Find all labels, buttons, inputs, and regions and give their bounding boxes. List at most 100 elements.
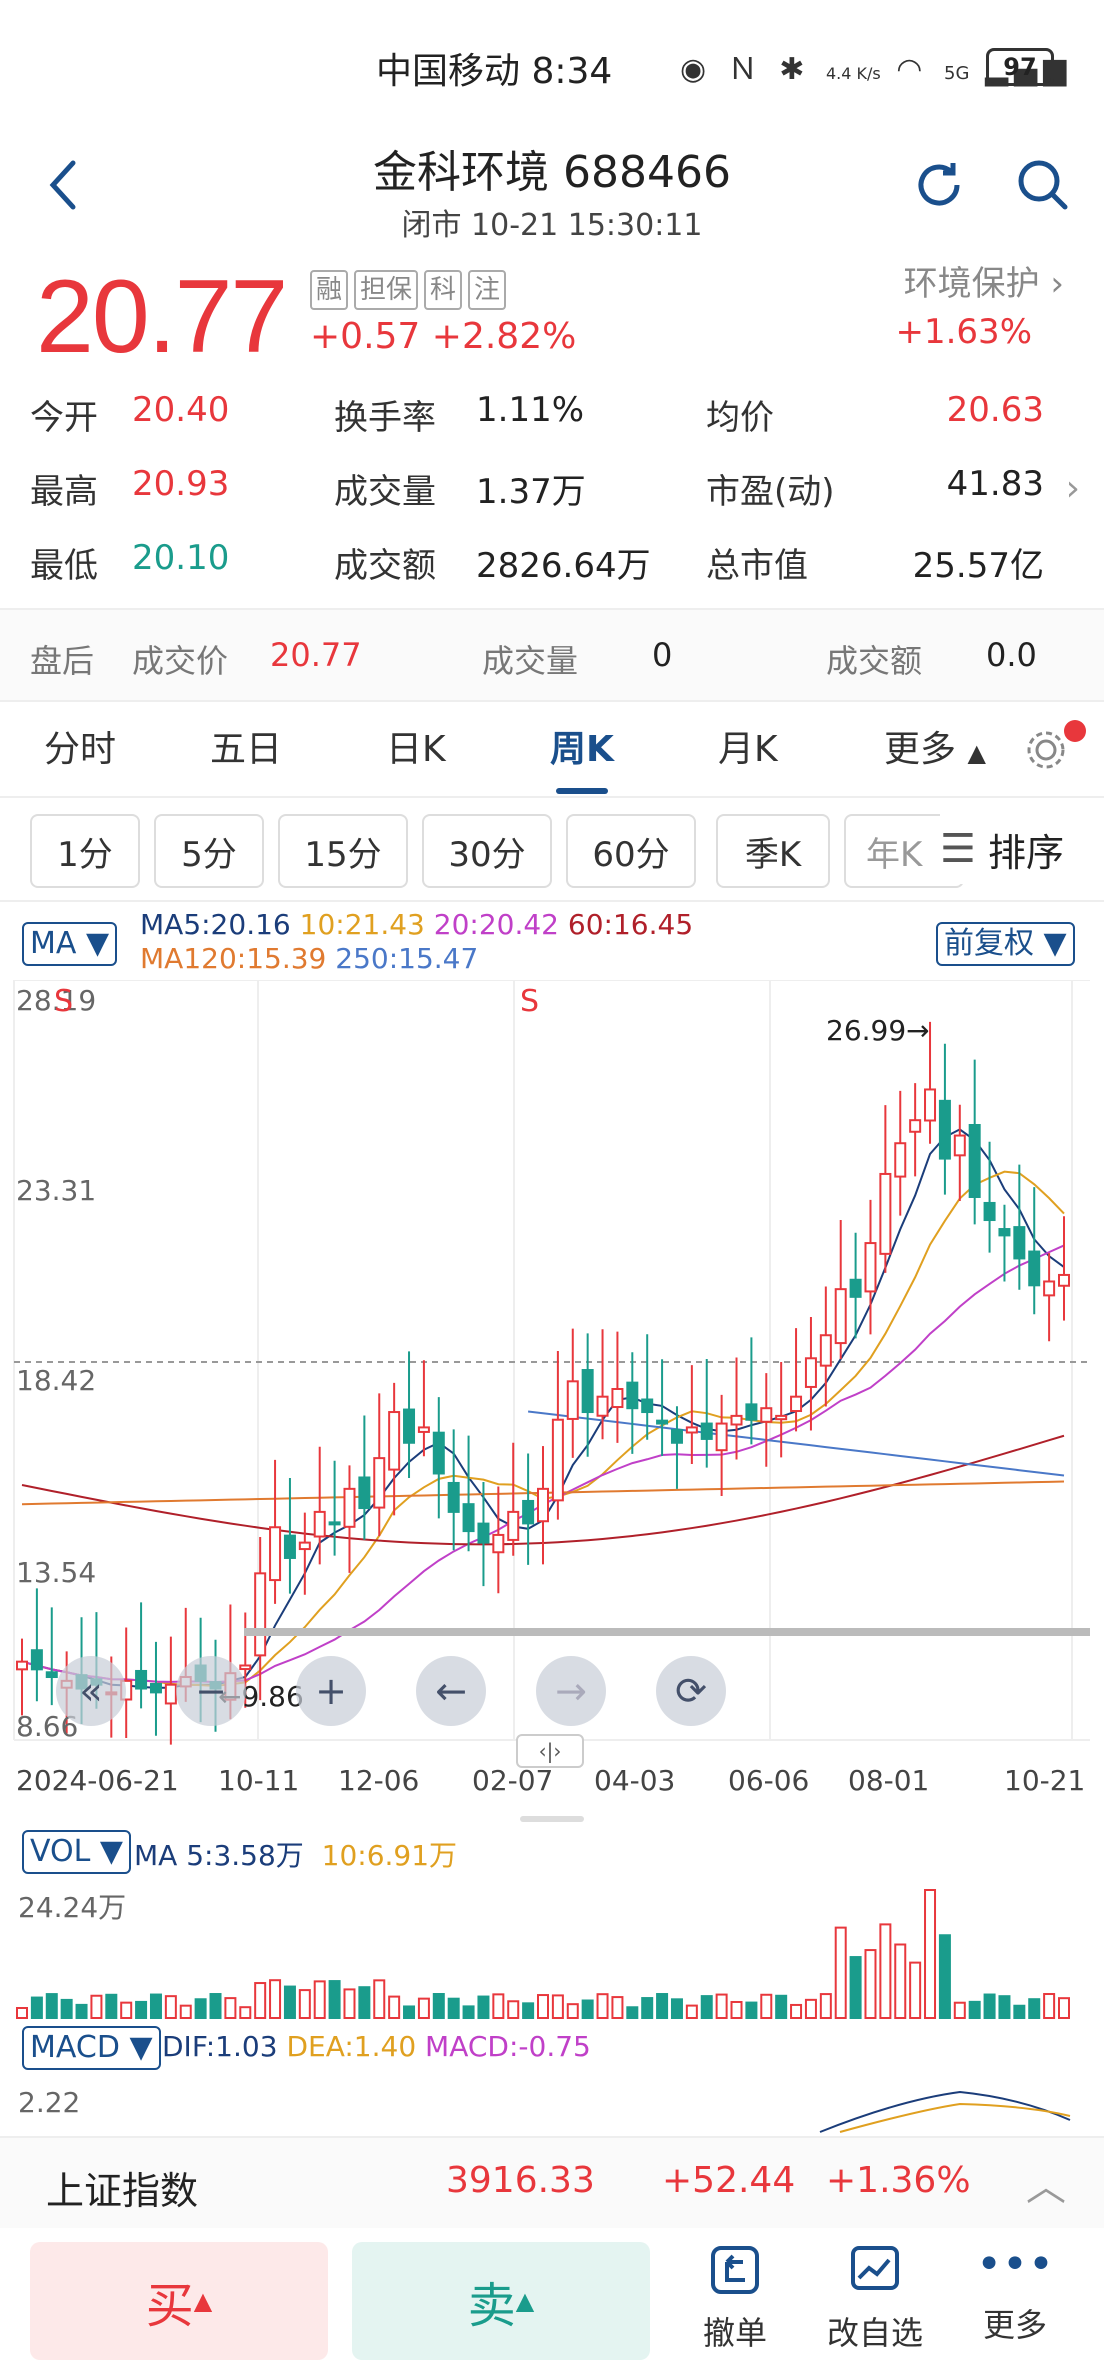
adjust-select[interactable]: 前复权 ▼ bbox=[936, 922, 1075, 966]
ma60-value: 60:16.45 bbox=[567, 908, 694, 941]
tab-more[interactable]: 更多 ▲ bbox=[884, 720, 986, 772]
triangle-down-icon: ▼ bbox=[1043, 926, 1067, 961]
arrow-right-icon[interactable]: → bbox=[536, 1656, 606, 1726]
wifi-icon: ◠ bbox=[896, 52, 929, 87]
eye-icon: ◉ bbox=[680, 52, 713, 87]
search-icon[interactable] bbox=[1008, 150, 1078, 220]
macd-chart bbox=[819, 2090, 1071, 2133]
candle-body bbox=[313, 1510, 326, 1538]
volume-bar bbox=[1058, 1997, 1070, 2019]
volume-bar bbox=[730, 2000, 743, 2019]
back-icon[interactable] bbox=[28, 150, 98, 220]
volume-bar bbox=[120, 2001, 133, 2020]
after-price-value: 20.77 bbox=[270, 636, 362, 674]
candle-body bbox=[537, 1487, 549, 1523]
after-amt-label: 成交额 bbox=[826, 642, 923, 680]
candle-body bbox=[551, 1418, 564, 1502]
tab-five-day[interactable]: 五日 bbox=[210, 729, 283, 770]
pe-value: 41.83 bbox=[946, 464, 1044, 504]
volume-bar bbox=[834, 1926, 847, 2019]
cancel-order-label: 撤单 bbox=[702, 2314, 767, 2352]
vol-indicator-select[interactable]: VOL ▼ bbox=[22, 1830, 131, 1874]
rewind-icon[interactable]: « bbox=[56, 1656, 126, 1726]
buy-button[interactable]: 买 ▲ bbox=[30, 2242, 328, 2360]
settings-gear-icon[interactable] bbox=[1016, 720, 1086, 780]
period-30min[interactable]: 30分 bbox=[422, 814, 552, 888]
drag-handle[interactable]: ‹|› bbox=[516, 1734, 584, 1768]
scroll-track bbox=[244, 1628, 1090, 1636]
change-amount: +0.57 bbox=[310, 316, 421, 357]
carrier-time: 中国移动 8:34 bbox=[376, 51, 613, 92]
chevron-right-icon[interactable]: › bbox=[1065, 468, 1080, 509]
sector-link[interactable]: 环境保护 › bbox=[904, 256, 1064, 305]
chevron-up-icon[interactable]: ︿ bbox=[1026, 2164, 1066, 2210]
avg-value: 20.63 bbox=[946, 390, 1044, 430]
sector-change: +1.63% bbox=[895, 312, 1033, 352]
period-1min[interactable]: 1分 bbox=[30, 814, 140, 888]
amount-value: 2826.64万 bbox=[476, 546, 651, 586]
period-60min[interactable]: 60分 bbox=[566, 814, 696, 888]
refresh-icon[interactable] bbox=[904, 150, 974, 220]
volume-bar bbox=[45, 1993, 58, 2019]
tab-weekly-k[interactable]: 周K bbox=[550, 729, 614, 770]
y-tick-top: 28.19 bbox=[16, 984, 97, 1017]
vol-ma5: MA 5:3.58万 bbox=[134, 1839, 304, 1872]
volume-bar bbox=[670, 1998, 683, 2019]
volume-bar bbox=[269, 1979, 282, 2020]
mcap-label: 总市值 bbox=[706, 546, 808, 586]
volume-bar bbox=[1013, 2004, 1026, 2020]
resize-handle[interactable] bbox=[520, 1816, 584, 1822]
x-tick: 08-01 bbox=[848, 1764, 930, 1797]
kline-chart[interactable] bbox=[0, 980, 1104, 1760]
period-quarter-k[interactable]: 季K bbox=[716, 814, 830, 888]
volume-bar bbox=[700, 1995, 713, 2020]
zoom-in-icon[interactable]: + bbox=[296, 1656, 366, 1726]
volume-bar bbox=[1028, 1998, 1041, 2019]
divider bbox=[0, 900, 1104, 902]
open-value: 20.40 bbox=[132, 390, 230, 430]
cancel-order-button[interactable]: 撤单 bbox=[680, 2240, 790, 2354]
index-name: 上证指数 bbox=[46, 2169, 199, 2213]
more-button[interactable]: ••• 更多 bbox=[960, 2240, 1070, 2346]
sell-button[interactable]: 卖 ▲ bbox=[352, 2242, 650, 2360]
max-price-note: 26.99→ bbox=[826, 1014, 930, 1047]
ma10-line bbox=[21, 1170, 1065, 1687]
volume-bar bbox=[938, 1934, 951, 2019]
volume-bar bbox=[760, 1993, 773, 2020]
divider bbox=[0, 796, 1104, 798]
edit-watchlist-button[interactable]: 改自选 bbox=[820, 2240, 930, 2354]
volume-bar bbox=[596, 1993, 609, 2020]
sort-button[interactable]: ☰ 排序 bbox=[940, 814, 1104, 884]
index-bar[interactable]: 上证指数 3916.33 +52.44 +1.36% ︿ bbox=[0, 2136, 1104, 2228]
triangle-down-icon: ▼ bbox=[99, 1834, 123, 1869]
period-15min[interactable]: 15分 bbox=[278, 814, 408, 888]
zoom-out-icon[interactable]: − bbox=[176, 1656, 246, 1726]
triangle-up-icon: ▲ bbox=[193, 2287, 213, 2315]
candle-body bbox=[149, 1682, 162, 1694]
registration-tag: 注 bbox=[468, 270, 507, 310]
stock-title: 金科环境 688466 bbox=[373, 147, 731, 198]
tab-intraday[interactable]: 分时 bbox=[44, 729, 117, 770]
rotate-icon[interactable]: ⟳ bbox=[656, 1656, 726, 1726]
candle-body bbox=[641, 1398, 654, 1414]
volume-bar bbox=[179, 2004, 192, 2020]
margin-tag: 融 bbox=[310, 270, 349, 310]
arrow-left-icon[interactable]: ← bbox=[416, 1656, 486, 1726]
candle-body bbox=[447, 1481, 460, 1513]
after-hours-label: 盘后 bbox=[30, 642, 95, 680]
ma-indicator-select[interactable]: MA ▼ bbox=[22, 922, 118, 966]
candle-body bbox=[626, 1381, 639, 1410]
volume-bar bbox=[373, 1979, 386, 2019]
candle-body bbox=[462, 1503, 475, 1533]
tab-more-label: 更多 bbox=[884, 729, 957, 770]
macd-indicator-select[interactable]: MACD ▼ bbox=[22, 2026, 161, 2070]
candle-body bbox=[953, 1134, 966, 1157]
volume-bar bbox=[864, 1949, 877, 2019]
index-change: +52.44 bbox=[662, 2160, 796, 2201]
tab-daily-k[interactable]: 日K bbox=[386, 729, 446, 770]
tab-monthly-k[interactable]: 月K bbox=[718, 729, 778, 770]
period-5min[interactable]: 5分 bbox=[154, 814, 264, 888]
candle-body bbox=[924, 1088, 937, 1122]
volume-bar bbox=[656, 1993, 669, 2020]
candle-body bbox=[328, 1521, 341, 1526]
